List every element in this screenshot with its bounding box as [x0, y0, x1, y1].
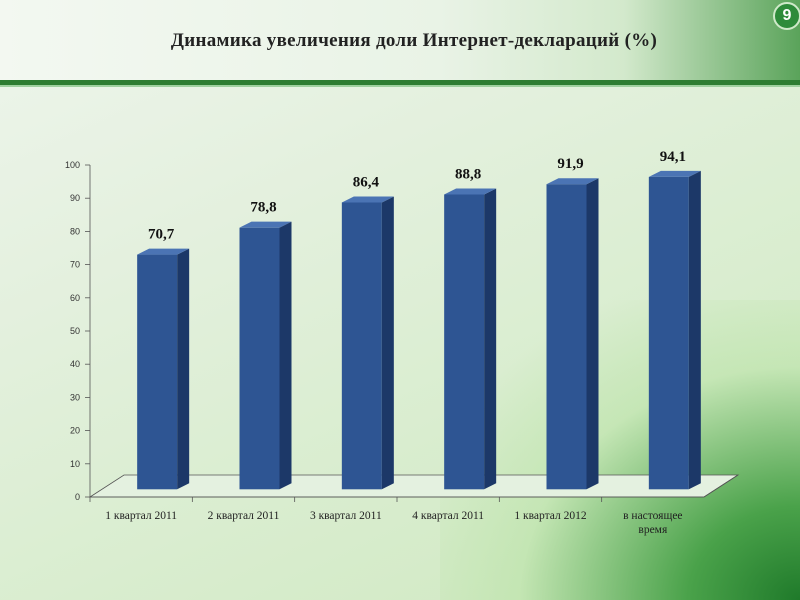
header-band	[0, 0, 800, 82]
y-tick-label: 70	[70, 260, 80, 270]
x-category-label: 2 квартал 2011	[208, 510, 280, 522]
bar	[341, 202, 382, 490]
bar-value-label: 91,9	[557, 156, 583, 172]
header-rule	[0, 80, 800, 85]
y-tick-label: 30	[70, 392, 80, 402]
bar-top	[648, 170, 701, 177]
x-category-label-line: 1 квартал 2012	[514, 510, 586, 522]
bar-side	[279, 221, 292, 490]
bar-value-label: 78,8	[250, 200, 276, 216]
bar-value-label: 94,1	[660, 149, 686, 165]
y-tick-label: 60	[70, 293, 80, 303]
x-category-label: 1 квартал 2011	[105, 510, 177, 522]
background-corner-glow	[440, 300, 800, 600]
bar	[546, 184, 587, 490]
bar-value-label: 70,7	[148, 227, 175, 243]
y-tick-label: 20	[70, 426, 80, 436]
y-tick-label: 40	[70, 359, 80, 369]
header-rule-accent	[0, 85, 800, 87]
x-category-label-line: 1 квартал 2011	[105, 510, 177, 522]
y-tick-label: 50	[70, 326, 80, 336]
x-category-label-line: в настоящее	[623, 510, 682, 522]
bar-side	[177, 248, 190, 490]
x-category-label-line: время	[638, 524, 668, 536]
y-tick-label: 100	[65, 160, 80, 170]
bar-top	[137, 248, 190, 255]
bar	[444, 194, 485, 490]
bar-side	[484, 188, 497, 490]
x-category-label: 4 квартал 2011	[412, 510, 484, 522]
x-category-label-line: 3 квартал 2011	[310, 510, 382, 522]
bar-side	[586, 178, 599, 490]
bar	[648, 176, 689, 490]
x-category-label: 1 квартал 2012	[514, 510, 586, 522]
y-tick-label: 0	[75, 492, 80, 502]
bar-side	[688, 170, 701, 490]
x-category-label-line: 4 квартал 2011	[412, 510, 484, 522]
slide-title: Динамика увеличения доли Интернет-деклар…	[170, 30, 658, 51]
bar-top	[341, 196, 394, 203]
bar-top	[239, 221, 292, 228]
y-tick-label: 10	[70, 459, 80, 469]
bar-value-label: 86,4	[353, 174, 380, 190]
x-category-label: 3 квартал 2011	[310, 510, 382, 522]
bar	[239, 227, 280, 490]
slide-number-badge: 9	[773, 2, 800, 30]
x-category-label-line: 2 квартал 2011	[208, 510, 280, 522]
bar-top	[546, 178, 599, 185]
bar-value-label: 88,8	[455, 166, 481, 182]
bar	[137, 254, 178, 490]
y-tick-label: 90	[70, 193, 80, 203]
bar-top	[444, 188, 497, 195]
bar-side	[381, 196, 394, 490]
y-tick-label: 80	[70, 226, 80, 236]
floor-edge-line	[703, 474, 739, 498]
x-category-label: в настоящее время	[623, 510, 682, 536]
